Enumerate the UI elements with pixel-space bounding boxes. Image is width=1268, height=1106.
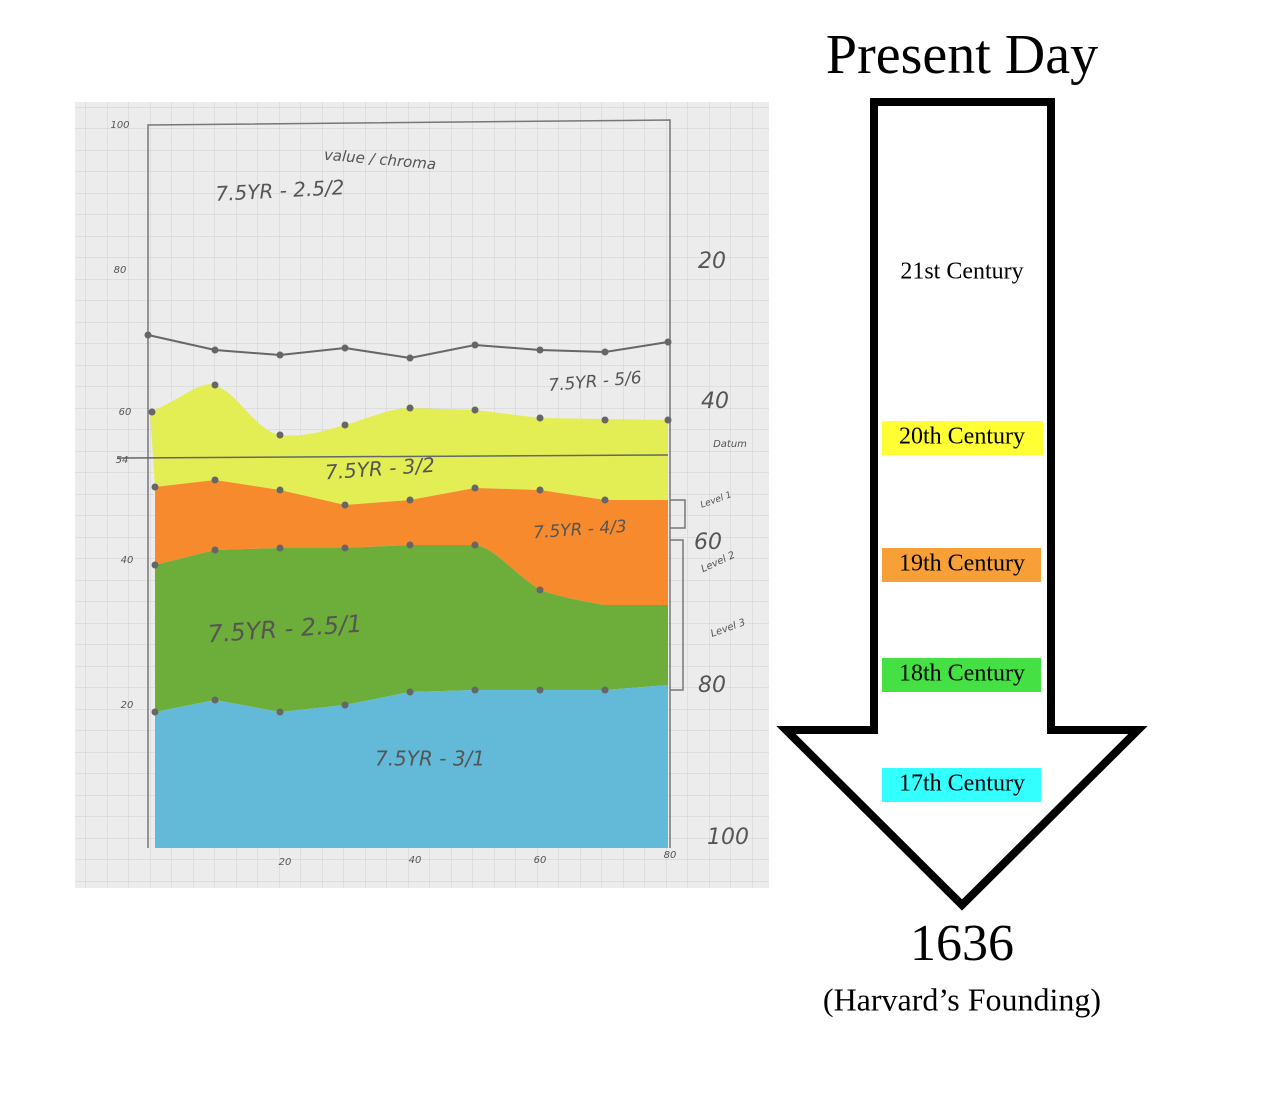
side-note: Datum [713, 439, 747, 450]
layer-labels: 7.5YR - 2.5/2 7.5YR - 5/6 7.5YR - 3/2 7.… [207, 175, 643, 770]
century-label: 19th Century [899, 551, 1025, 577]
century-labels: 21st Century 20th Century 19th Century 1… [899, 259, 1025, 797]
sketch-photo: 100 80 60 54 40 20 20 40 60 80 20 40 60 … [75, 102, 769, 888]
pencil-dots [144, 331, 672, 716]
bottom-axis: 20 40 60 80 [279, 850, 677, 868]
right-axis-label: 100 [707, 825, 749, 850]
bottom-axis-label: 20 [279, 857, 292, 868]
left-axis-label: 80 [114, 265, 127, 276]
left-axis-label: 20 [121, 700, 134, 711]
plot-frame [147, 119, 671, 848]
highlight [882, 768, 1041, 802]
right-axis-label: 20 [698, 249, 726, 274]
timeline-bottom: 1636 [910, 915, 1014, 972]
level-brackets [670, 499, 686, 691]
left-axis: 100 80 60 54 40 20 [110, 120, 133, 711]
century-label: 17th Century [899, 771, 1025, 797]
century-label: 20th Century [899, 424, 1025, 450]
layer-blue [155, 685, 668, 848]
bottom-axis-label: 60 [534, 855, 547, 866]
layer-yellow [150, 384, 668, 505]
timeline: Present Day 21st Century 20th Century 19… [776, 24, 1148, 1017]
timeline-top: Present Day [826, 24, 1098, 86]
highlight [882, 658, 1041, 692]
right-axis-label: 60 [694, 530, 722, 555]
timeline-arrow [776, 98, 1148, 911]
right-axis-label: 80 [698, 673, 726, 698]
left-axis-label: 40 [121, 555, 134, 566]
bottom-axis-label: 80 [664, 850, 677, 861]
layer-green [155, 545, 668, 712]
highlight [882, 548, 1041, 582]
left-axis-label: 60 [119, 407, 132, 418]
century-label: 21st Century [900, 259, 1023, 285]
left-axis-label: 100 [110, 120, 129, 131]
right-axis-label: 40 [701, 389, 729, 414]
timeline-caption: (Harvard’s Founding) [823, 981, 1101, 1017]
layer-label: 7.5YR - 3/1 [375, 747, 485, 771]
left-axis-label: 54 [116, 455, 129, 466]
highlight [882, 421, 1043, 455]
bottom-axis-label: 40 [409, 855, 422, 866]
right-axis: 20 40 60 80 100 [694, 249, 749, 850]
century-label: 18th Century [899, 661, 1025, 687]
datum-line [117, 454, 669, 459]
